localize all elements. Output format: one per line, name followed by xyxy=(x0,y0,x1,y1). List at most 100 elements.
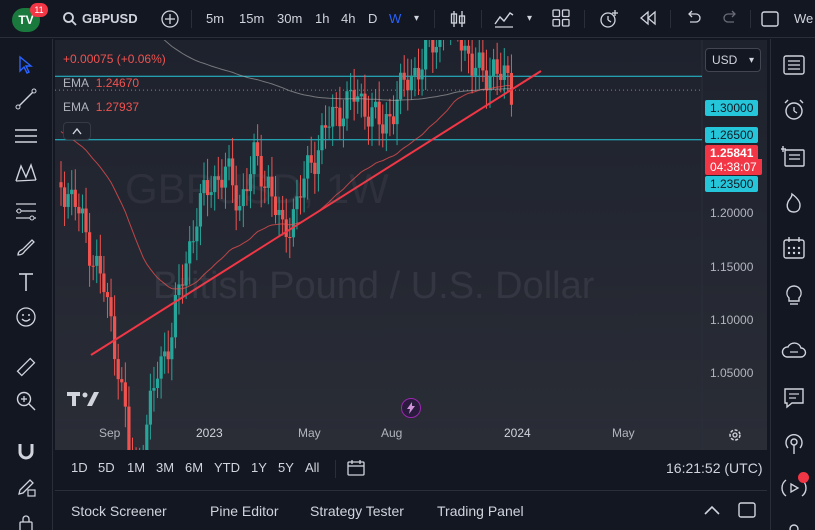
news-flow-button[interactable] xyxy=(781,339,807,365)
calendar-button[interactable] xyxy=(781,235,807,261)
chart-type-button[interactable] xyxy=(448,9,468,29)
alerts-button[interactable] xyxy=(781,97,807,123)
chats-button[interactable] xyxy=(781,385,807,411)
drawing-toolbar xyxy=(0,39,53,530)
candle-body xyxy=(123,382,127,407)
lock-drawings-tool[interactable] xyxy=(14,475,38,499)
object-tree-button[interactable] xyxy=(781,143,807,169)
candle-body xyxy=(284,219,288,237)
indicators-chevron-icon[interactable]: ▾ xyxy=(527,13,533,24)
layout-button[interactable] xyxy=(552,9,570,29)
chart-canvas[interactable] xyxy=(55,40,767,450)
candle-body xyxy=(327,126,331,128)
interval-30m[interactable]: 30m xyxy=(277,11,303,26)
interval-5m[interactable]: 5m xyxy=(206,11,225,26)
pattern-tool[interactable] xyxy=(14,161,38,185)
range-1d[interactable]: 1D xyxy=(71,460,88,475)
price-axis-label: 1.05000 xyxy=(710,366,754,380)
tab-stock-screener[interactable]: Stock Screener xyxy=(71,503,167,519)
watermark-title: British Pound / U.S. Dollar xyxy=(153,265,595,307)
range-all[interactable]: All xyxy=(305,460,320,475)
range-1m[interactable]: 1M xyxy=(127,460,146,475)
interval-1h[interactable]: 1h xyxy=(315,11,330,26)
community-button[interactable] xyxy=(781,517,807,530)
candle-body xyxy=(470,53,474,76)
candle-body xyxy=(91,265,95,267)
brush-tool[interactable] xyxy=(14,235,38,259)
compare-button[interactable] xyxy=(160,9,180,29)
candle-body xyxy=(348,90,353,92)
range-5y[interactable]: 5Y xyxy=(278,460,294,475)
candle-body xyxy=(499,73,503,80)
tab-pine-editor[interactable]: Pine Editor xyxy=(210,503,279,519)
alert-button[interactable] xyxy=(598,9,620,29)
watchlist-label[interactable]: We xyxy=(794,11,814,26)
range-6m[interactable]: 6M xyxy=(185,460,204,475)
candle-body xyxy=(148,390,152,425)
symbol-name: GBPUSD xyxy=(82,11,138,26)
event-marker[interactable] xyxy=(401,398,421,418)
brush-icon xyxy=(17,239,35,256)
tab-trading-panel[interactable]: Trading Panel xyxy=(437,503,524,519)
candle-body xyxy=(413,67,417,76)
candle-body xyxy=(198,193,203,227)
undo-button[interactable] xyxy=(684,9,702,29)
range-3m[interactable]: 3M xyxy=(156,460,175,475)
candle-body xyxy=(345,91,349,119)
currency-select[interactable]: USD ▾ xyxy=(705,48,761,72)
replay-button[interactable] xyxy=(638,9,658,29)
zoom-tool[interactable] xyxy=(14,389,38,413)
candle-body xyxy=(466,45,471,54)
trendline-tool[interactable] xyxy=(14,87,38,111)
streams-button[interactable] xyxy=(781,431,807,457)
broadcast-icon xyxy=(785,434,803,454)
text-tool[interactable] xyxy=(14,270,38,294)
interval-4h[interactable]: 4h xyxy=(341,11,356,26)
candle-body xyxy=(62,187,67,207)
ruler-tool[interactable] xyxy=(14,355,38,379)
clock-timezone[interactable]: 16:21:52 (UTC) xyxy=(666,460,763,476)
interval-dropdown-chevron-icon[interactable]: ▾ xyxy=(414,13,420,24)
ideas-button[interactable] xyxy=(781,283,807,309)
cursor-tool[interactable] xyxy=(14,53,38,77)
candle-body xyxy=(256,142,260,156)
chart-settings-button[interactable] xyxy=(702,420,767,450)
interval-d[interactable]: D xyxy=(368,11,378,26)
interval-w[interactable]: W xyxy=(389,11,402,26)
watchlist-button[interactable] xyxy=(781,52,807,78)
indicators-button[interactable] xyxy=(493,9,515,29)
chart-pane[interactable]: GBPUSD, 1W British Pound / U.S. Dollar +… xyxy=(55,40,767,450)
price-axis-label: 1.20000 xyxy=(710,206,754,220)
candle-body xyxy=(323,125,328,128)
emoji-tool[interactable] xyxy=(14,305,38,329)
time-axis-label: May xyxy=(612,426,635,440)
candle-body xyxy=(109,297,113,317)
candle-body xyxy=(409,75,413,91)
price-tag-low: 1.23500 xyxy=(705,176,759,192)
tab-strategy-tester[interactable]: Strategy Tester xyxy=(310,503,404,519)
collapse-panel-button[interactable] xyxy=(703,503,721,521)
horizontal-lines-tool[interactable] xyxy=(14,124,38,148)
candle-body xyxy=(227,158,231,167)
redo-button[interactable] xyxy=(722,9,740,29)
goto-date-button[interactable] xyxy=(346,459,366,482)
candle-body xyxy=(205,180,210,196)
lock-tool[interactable] xyxy=(14,511,38,530)
interval-15m[interactable]: 15m xyxy=(239,11,265,26)
range-1y[interactable]: 1Y xyxy=(251,460,267,475)
candle-body xyxy=(495,59,499,74)
calendar-grid-icon xyxy=(783,237,805,259)
hotlists-button[interactable] xyxy=(781,189,807,215)
legend-collapse-button[interactable] xyxy=(63,122,91,140)
range-5d[interactable]: 5D xyxy=(98,460,115,475)
fib-tool[interactable] xyxy=(14,199,38,223)
tradingview-logo[interactable] xyxy=(67,390,101,413)
fullscreen-button[interactable] xyxy=(760,9,780,29)
candle-body xyxy=(120,379,124,383)
maximize-panel-button[interactable] xyxy=(737,501,757,524)
symbol-search[interactable]: GBPUSD xyxy=(62,9,138,29)
range-ytd[interactable]: YTD xyxy=(214,460,240,475)
candle-body xyxy=(381,124,385,134)
candle-body xyxy=(302,178,306,198)
magnet-tool[interactable] xyxy=(14,439,38,463)
